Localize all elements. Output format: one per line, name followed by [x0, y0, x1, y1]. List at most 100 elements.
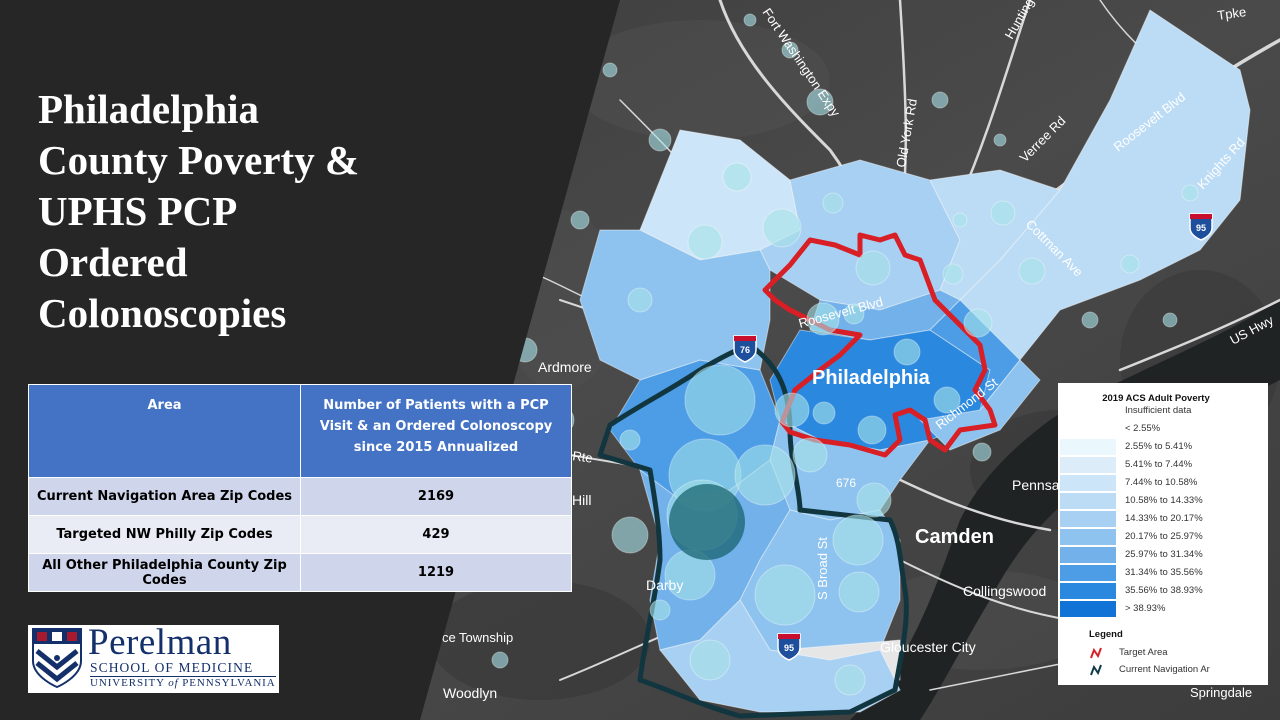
patient-bubble[interactable]: [734, 444, 796, 506]
legend-swatch: [1060, 493, 1116, 509]
patient-bubble[interactable]: [743, 13, 757, 27]
legend-bin-label: 5.41% to 7.44%: [1125, 459, 1193, 470]
patient-bubble[interactable]: [1120, 254, 1140, 274]
route-label-676: 676: [836, 476, 856, 490]
wynnefield-region[interactable]: [579, 229, 771, 381]
patient-bubble[interactable]: [1081, 311, 1099, 329]
port-richmond-region[interactable]: [918, 359, 1041, 451]
patient-bubble[interactable]: [762, 208, 802, 248]
svg-text:95: 95: [784, 643, 794, 653]
legend-swatch: [1060, 529, 1116, 545]
legend-entry-label: Target Area: [1119, 647, 1168, 658]
patient-bubble[interactable]: [774, 392, 810, 428]
legend-bin-label: > 38.93%: [1125, 603, 1166, 614]
road-label-tpke: Tpke: [1216, 4, 1247, 23]
legend-bin: 10.58% to 14.33%: [1060, 493, 1256, 509]
legend-bin: 31.34% to 35.56%: [1060, 565, 1256, 581]
legend-swatch: [1060, 601, 1116, 617]
patient-bubble[interactable]: [993, 133, 1007, 147]
patient-bubble[interactable]: [893, 338, 921, 366]
patient-bubble[interactable]: [619, 429, 641, 451]
patient-bubble[interactable]: [491, 651, 509, 669]
patient-bubble[interactable]: [545, 405, 575, 435]
patient-bubble[interactable]: [1181, 184, 1199, 202]
place-label-springdale: Springdale: [1190, 685, 1252, 700]
legend-bin: 7.44% to 10.58%: [1060, 475, 1256, 491]
patient-bubble[interactable]: [792, 437, 828, 473]
patient-bubble[interactable]: [689, 639, 731, 681]
patient-bubble[interactable]: [648, 128, 672, 152]
patient-bubble[interactable]: [931, 91, 949, 109]
patient-bubble[interactable]: [1018, 257, 1046, 285]
patient-bubble[interactable]: [843, 303, 865, 325]
patient-bubble[interactable]: [806, 88, 834, 116]
patient-bubble-cluster[interactable]: [669, 484, 745, 560]
patient-bubble[interactable]: [855, 250, 891, 286]
legend-bin: 5.41% to 7.44%: [1060, 457, 1256, 473]
patient-bubble[interactable]: [806, 302, 840, 336]
patient-bubble[interactable]: [1162, 312, 1178, 328]
legend-swatch: [1060, 511, 1116, 527]
legend-bin-label: 14.33% to 20.17%: [1125, 513, 1203, 524]
patient-bubble[interactable]: [972, 442, 992, 462]
patient-bubble[interactable]: [822, 192, 844, 214]
patient-bubble[interactable]: [611, 516, 649, 554]
patient-bubble[interactable]: [687, 224, 723, 260]
patient-bubble[interactable]: [570, 210, 590, 230]
legend-bin: 2.55% to 5.41%: [1060, 439, 1256, 455]
patient-bubble[interactable]: [933, 386, 961, 414]
patient-bubble[interactable]: [942, 263, 964, 285]
patient-bubble[interactable]: [812, 401, 836, 425]
legend-heading: Legend: [1089, 629, 1123, 640]
legend-bin-label: 7.44% to 10.58%: [1125, 477, 1198, 488]
legend-bin: > 38.93%: [1060, 601, 1256, 617]
target-area-outline[interactable]: [762, 232, 998, 458]
place-label-camden: Camden: [915, 526, 994, 548]
legend-bin-label: 20.17% to 25.97%: [1125, 531, 1203, 542]
navigation-area-outline[interactable]: [597, 342, 909, 719]
patient-bubble[interactable]: [857, 415, 887, 445]
place-label-woodlyn: Woodlyn: [443, 685, 497, 701]
interstate-shield-76: 76: [733, 335, 757, 363]
patient-bubble[interactable]: [649, 599, 671, 621]
legend-bin: 20.17% to 25.97%: [1060, 529, 1256, 545]
patient-bubble[interactable]: [834, 664, 866, 696]
road-label-rte: Rte: [572, 448, 594, 466]
patient-bubble[interactable]: [530, 570, 550, 590]
legend-bin: 35.56% to 38.93%: [1060, 583, 1256, 599]
poverty-legend: 2019 ACS Adult Poverty Insufficient data…: [1058, 383, 1268, 685]
city-label-philadelphia: Philadelphia: [812, 367, 931, 389]
legend-title: 2019 ACS Adult Poverty: [1102, 393, 1210, 404]
patient-bubble[interactable]: [963, 308, 993, 338]
patient-bubble[interactable]: [684, 364, 756, 436]
legend-swatch: [1060, 457, 1116, 473]
patient-bubble[interactable]: [602, 62, 618, 78]
patient-bubble[interactable]: [856, 482, 892, 518]
legend-swatch: [1060, 583, 1116, 599]
patient-bubble[interactable]: [990, 200, 1016, 226]
legend-bin-label: < 2.55%: [1125, 423, 1161, 434]
northeast-inner-region[interactable]: [929, 169, 1061, 301]
interstate-shield-95-south: 95: [777, 633, 801, 661]
svg-text:95: 95: [1196, 223, 1206, 233]
patient-bubbles: [491, 13, 1254, 696]
svg-text:76: 76: [740, 345, 750, 355]
road-label-s-broad-st: S Broad St: [815, 537, 830, 600]
interstate-shield-95-north: 95: [1189, 213, 1213, 241]
patient-bubble[interactable]: [952, 212, 968, 228]
patient-bubble[interactable]: [838, 571, 880, 613]
patient-bubble[interactable]: [722, 162, 752, 192]
patient-bubble[interactable]: [627, 287, 653, 313]
legend-swatch: [1060, 439, 1116, 455]
legend-bin: Insufficient data: [1060, 403, 1256, 419]
place-label-hill: Hill: [572, 492, 591, 508]
place-label-darby: Darby: [646, 577, 683, 593]
legend-swatch: [1060, 565, 1116, 581]
legend-bin: < 2.55%: [1060, 421, 1256, 437]
patient-bubble[interactable]: [832, 514, 884, 566]
patient-bubble[interactable]: [754, 564, 816, 626]
legend-swatch: [1060, 547, 1116, 563]
legend-bin-label: 25.97% to 31.34%: [1125, 549, 1203, 560]
legend-bin: 25.97% to 31.34%: [1060, 547, 1256, 563]
patient-bubble[interactable]: [781, 41, 799, 59]
